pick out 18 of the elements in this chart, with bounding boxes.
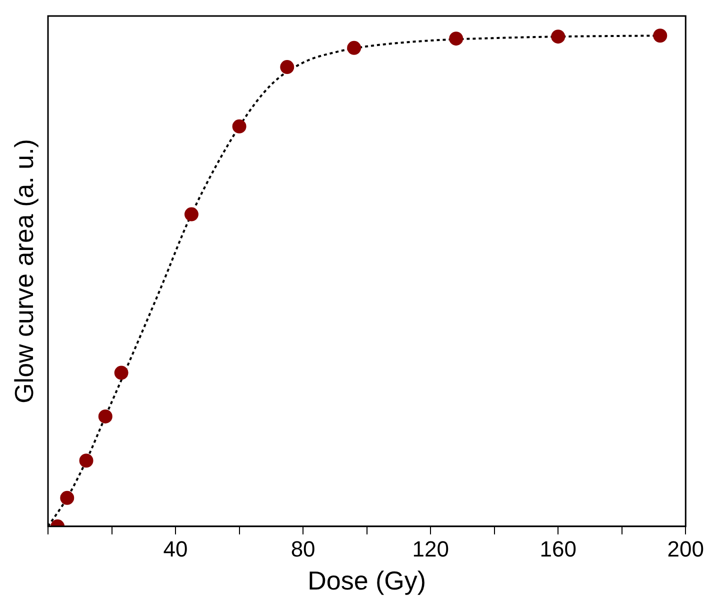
x-tick-label: 80 <box>290 536 316 562</box>
point <box>347 40 362 55</box>
x-tick-label: 120 <box>412 536 449 562</box>
x-tick-label: 160 <box>540 536 576 562</box>
x-tick-label: 200 <box>667 536 704 562</box>
point <box>98 409 112 424</box>
x-tick-label: 40 <box>163 536 188 562</box>
point <box>114 366 128 380</box>
y-axis-title: Glow curve area (a. u.) <box>9 138 40 404</box>
point <box>232 119 246 134</box>
point <box>280 60 294 74</box>
point <box>551 30 566 44</box>
point <box>653 28 668 43</box>
point <box>184 207 198 222</box>
x-axis-title: Dose (Gy) <box>308 566 426 596</box>
point <box>449 32 464 46</box>
point <box>60 490 74 505</box>
point <box>79 454 94 468</box>
